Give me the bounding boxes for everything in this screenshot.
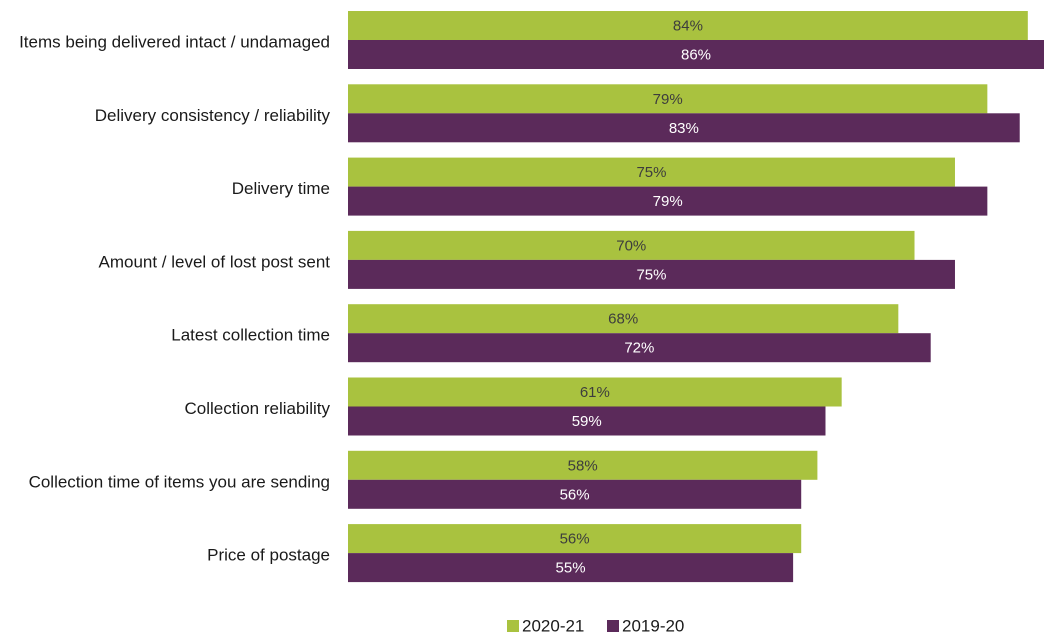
- bar-2020-21-2: [348, 157, 955, 187]
- bar-2019-20-7: [348, 553, 794, 583]
- data-label: 70%: [616, 237, 646, 254]
- bar-2020-21-3: [348, 230, 915, 260]
- category-label: Collection time of items you are sending: [29, 472, 330, 491]
- data-label: 68%: [608, 311, 638, 328]
- data-label: 72%: [624, 340, 654, 357]
- bar-2019-20-2: [348, 186, 988, 216]
- bar-2019-20-5: [348, 406, 826, 436]
- data-label: 75%: [636, 266, 666, 283]
- category-label: Collection reliability: [184, 399, 330, 418]
- category-label: Delivery time: [232, 179, 330, 198]
- data-label: 56%: [560, 531, 590, 548]
- bar-2019-20-0: [348, 40, 1044, 69]
- data-label: 56%: [560, 486, 590, 503]
- data-label: 58%: [568, 457, 598, 474]
- data-label: 86%: [681, 46, 711, 63]
- bar-2020-21-4: [348, 304, 899, 334]
- bar-2020-21-7: [348, 524, 802, 554]
- data-label: 75%: [636, 164, 666, 181]
- labels-group: Items being delivered intact / undamaged…: [19, 17, 711, 576]
- legend-label: 2019-20: [622, 616, 684, 635]
- bar-2019-20-6: [348, 479, 802, 509]
- data-label: 59%: [572, 413, 602, 430]
- bar-2019-20-4: [348, 333, 931, 363]
- category-label: Amount / level of lost post sent: [98, 252, 330, 271]
- legend: 2020-21 2019-20: [507, 616, 684, 635]
- bar-2020-21-1: [348, 84, 988, 114]
- data-label: 79%: [653, 193, 683, 210]
- bar-2020-21-6: [348, 450, 818, 480]
- bar-2019-20-1: [348, 113, 1020, 143]
- legend-swatch-2019-20: [607, 620, 619, 632]
- legend-swatch-2020-21: [507, 620, 519, 632]
- category-label: Items being delivered intact / undamaged: [19, 32, 330, 51]
- data-label: 79%: [653, 91, 683, 108]
- data-label: 83%: [669, 120, 699, 137]
- bars-group: [348, 11, 1044, 583]
- bar-2019-20-3: [348, 259, 955, 289]
- data-label: 84%: [673, 17, 703, 34]
- category-label: Latest collection time: [171, 326, 330, 345]
- category-label: Price of postage: [207, 546, 330, 565]
- bar-2020-21-5: [348, 377, 842, 407]
- legend-label: 2020-21: [522, 616, 584, 635]
- category-label: Delivery consistency / reliability: [95, 106, 331, 125]
- data-label: 55%: [556, 560, 586, 577]
- data-label: 61%: [580, 384, 610, 401]
- bar-2020-21-0: [348, 11, 1028, 40]
